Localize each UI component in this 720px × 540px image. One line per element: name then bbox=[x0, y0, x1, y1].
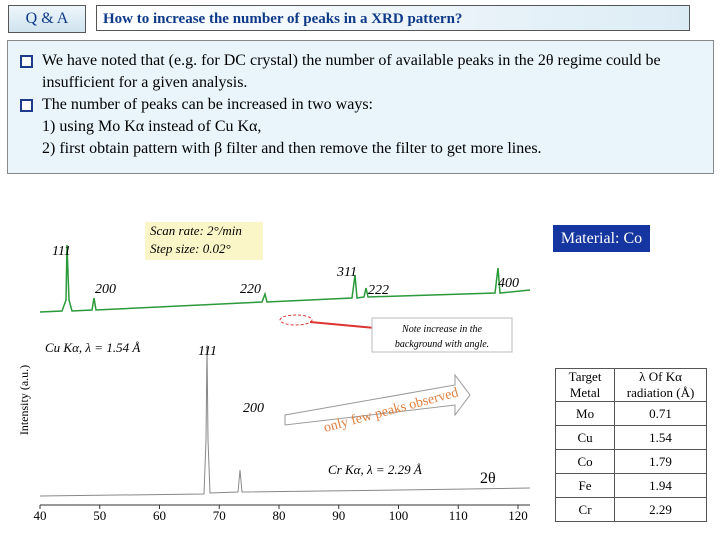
table-cell: Cu bbox=[554, 425, 616, 450]
bullet: We have noted that (e.g. for DC crystal)… bbox=[16, 50, 705, 94]
x-tick-label: 90 bbox=[332, 508, 345, 523]
x-tick-label: 100 bbox=[389, 508, 409, 523]
table-row: Target Metal λ Of Kα radiation (Å) bbox=[554, 368, 707, 402]
cr-label: Cr Kα, λ = 2.29 Å bbox=[328, 462, 422, 477]
table-cell: 1.54 bbox=[614, 425, 707, 450]
table-cell: 1.79 bbox=[614, 449, 707, 474]
x-tick-label: 110 bbox=[449, 508, 468, 523]
bullet-line: The number of peaks can be increased in … bbox=[42, 96, 373, 113]
wavelength-table: Target Metal λ Of Kα radiation (Å) Mo 0.71 C… bbox=[554, 368, 707, 522]
x-label: 2θ bbox=[480, 470, 496, 487]
y-label: Intensity (a.u.) bbox=[17, 365, 31, 435]
bullet-line: 2) first obtain pattern with β filter an… bbox=[42, 140, 542, 157]
table-cell: Target Metal bbox=[554, 368, 616, 402]
material-label: Material: Co bbox=[553, 225, 650, 252]
peak-label: 311 bbox=[336, 265, 357, 280]
table-row: Mo 0.71 bbox=[554, 401, 707, 426]
cu-pattern bbox=[39, 244, 531, 313]
table-cell: λ Of Kα radiation (Å) bbox=[614, 368, 707, 402]
table-cell: 2.29 bbox=[614, 497, 707, 522]
peak-label: 400 bbox=[498, 276, 519, 291]
bullet-line: We have noted that (e.g. for DC crystal)… bbox=[42, 52, 661, 91]
table-row: Cr 2.29 bbox=[554, 497, 707, 522]
note-arrow bbox=[309, 321, 376, 329]
peak-label: 111 bbox=[52, 244, 71, 259]
x-tick-label: 70 bbox=[213, 508, 226, 523]
cu-label: Cu Kα, λ = 1.54 Å bbox=[45, 340, 140, 355]
bullet-box: We have noted that (e.g. for DC crystal)… bbox=[7, 40, 714, 174]
table-cell: Mo bbox=[554, 401, 616, 426]
peak-label: 220 bbox=[240, 282, 261, 297]
step-size: Step size: 0.02° bbox=[150, 241, 231, 256]
peak-label: 222 bbox=[368, 283, 389, 298]
table-row: Fe 1.94 bbox=[554, 473, 707, 498]
bullet: The number of peaks can be increased in … bbox=[16, 94, 705, 160]
slide-title: How to increase the number of peaks in a… bbox=[96, 5, 690, 31]
peak-label: 200 bbox=[95, 282, 116, 297]
table-row: Co 1.79 bbox=[554, 449, 707, 474]
x-tick-label: 40 bbox=[34, 508, 47, 523]
table-cell: 0.71 bbox=[614, 401, 707, 426]
note: Note increase in the background with angl… bbox=[395, 324, 489, 350]
note-box bbox=[371, 317, 513, 353]
table-cell: Co bbox=[554, 449, 616, 474]
bullet-line: 1) using Mo Kα instead of Cu Kα, bbox=[42, 118, 262, 135]
x-tick-label: 50 bbox=[93, 508, 106, 523]
figure-bg bbox=[40, 205, 535, 527]
x-tick-label: 60 bbox=[153, 508, 166, 523]
note-ellipse bbox=[279, 314, 313, 326]
table-cell: 1.94 bbox=[614, 473, 707, 498]
table-cell: Cr bbox=[554, 497, 616, 522]
table-cell: Fe bbox=[554, 473, 616, 498]
scan-rate: Scan rate: 2°/min bbox=[150, 223, 242, 238]
scan-box bbox=[145, 222, 263, 260]
cr-pattern bbox=[39, 344, 531, 497]
peak-label: 111 bbox=[198, 344, 217, 359]
peak-label: 200 bbox=[243, 401, 264, 416]
qa-tag: Q & A bbox=[8, 5, 86, 33]
x-tick-label: 120 bbox=[508, 508, 528, 523]
arrow-shape bbox=[284, 373, 471, 426]
table-row: Cu 1.54 bbox=[554, 425, 707, 450]
x-tick-label: 80 bbox=[273, 508, 286, 523]
